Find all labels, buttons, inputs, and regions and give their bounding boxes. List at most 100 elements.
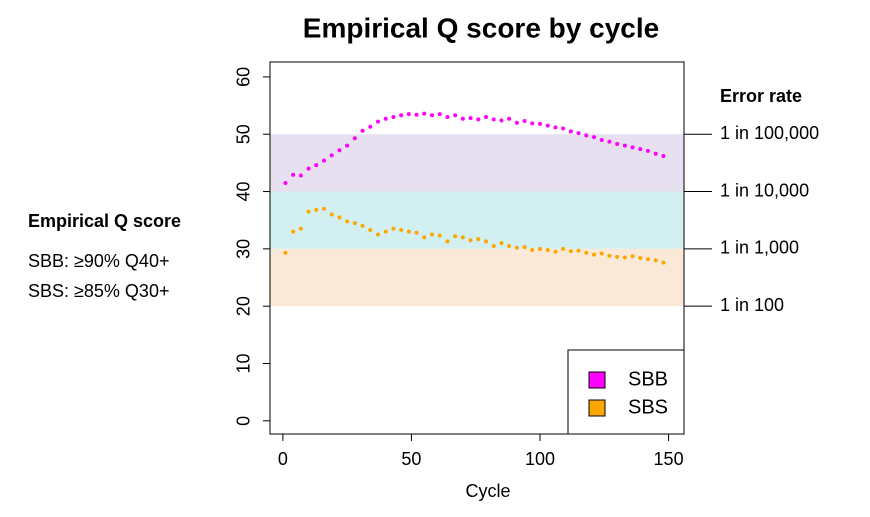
point xyxy=(406,229,411,234)
point xyxy=(545,248,550,253)
point xyxy=(437,112,442,117)
point xyxy=(283,250,288,255)
point xyxy=(437,233,442,238)
x-tick-label: 150 xyxy=(654,449,684,469)
point xyxy=(499,241,504,246)
point xyxy=(337,148,342,153)
point xyxy=(399,227,404,232)
point xyxy=(445,239,450,244)
point xyxy=(422,111,427,116)
point xyxy=(476,117,481,122)
point xyxy=(576,131,581,136)
y-tick-label: 0 xyxy=(234,416,254,426)
point xyxy=(460,235,465,240)
y-tick-label: 30 xyxy=(234,239,254,259)
point xyxy=(460,116,465,121)
point xyxy=(661,260,666,265)
point xyxy=(545,123,550,128)
y-tick-label: 10 xyxy=(234,353,254,373)
point xyxy=(383,116,388,121)
point xyxy=(306,166,311,171)
y-tick-label: 20 xyxy=(234,296,254,316)
legend-swatch xyxy=(588,399,606,417)
point xyxy=(399,113,404,118)
point xyxy=(337,215,342,220)
point xyxy=(576,248,581,253)
point xyxy=(453,113,458,118)
point xyxy=(622,255,627,260)
legend-swatch xyxy=(588,371,606,389)
point xyxy=(322,206,326,211)
point xyxy=(345,219,350,224)
point xyxy=(383,229,388,234)
y2-tick-label: 1 in 100 xyxy=(720,295,784,315)
point xyxy=(414,112,419,117)
legend-box xyxy=(567,349,685,435)
point xyxy=(368,227,373,232)
point xyxy=(329,212,334,217)
annotation: SBS: ≥85% Q30+ xyxy=(28,281,169,301)
point xyxy=(484,115,488,120)
point xyxy=(406,112,411,117)
point xyxy=(306,209,311,214)
point xyxy=(568,129,573,134)
point xyxy=(291,172,296,177)
point xyxy=(514,120,519,125)
point xyxy=(314,207,319,212)
point xyxy=(538,246,542,251)
point xyxy=(314,163,319,168)
point xyxy=(553,125,558,130)
point xyxy=(507,116,512,121)
point xyxy=(391,115,396,120)
point xyxy=(484,239,488,244)
point xyxy=(491,243,496,248)
point xyxy=(615,141,620,146)
point xyxy=(329,153,334,158)
point xyxy=(568,249,573,254)
point xyxy=(376,232,380,237)
point xyxy=(599,137,604,142)
x-tick-label: 0 xyxy=(278,449,288,469)
point xyxy=(468,238,473,243)
chart-title: Empirical Q score by cycle xyxy=(303,12,659,43)
y2-axis-label: Error rate xyxy=(720,86,802,106)
point xyxy=(615,254,620,259)
point xyxy=(445,115,450,120)
point xyxy=(638,256,643,261)
point xyxy=(430,113,434,118)
point xyxy=(522,119,527,124)
point xyxy=(514,245,519,250)
point xyxy=(661,154,666,159)
point xyxy=(468,116,473,121)
point xyxy=(584,133,589,138)
point xyxy=(291,229,296,234)
point xyxy=(584,250,589,255)
point xyxy=(491,117,496,122)
point xyxy=(422,235,427,240)
point xyxy=(499,118,504,123)
point xyxy=(453,234,458,239)
point xyxy=(298,226,303,231)
point xyxy=(414,230,419,235)
x-axis-label: Cycle xyxy=(465,481,510,501)
point xyxy=(653,258,658,263)
band xyxy=(270,248,684,307)
point xyxy=(607,253,612,258)
point xyxy=(368,124,373,129)
point xyxy=(607,139,612,144)
y-tick-label: 40 xyxy=(234,182,254,202)
point xyxy=(638,147,643,152)
plot-frame xyxy=(269,61,685,435)
annotation: SBB: ≥90% Q40+ xyxy=(28,251,169,271)
point xyxy=(630,254,635,259)
point xyxy=(322,158,326,163)
legend-label: SBB xyxy=(628,368,668,390)
point xyxy=(561,246,566,251)
x-tick-label: 100 xyxy=(525,449,555,469)
point xyxy=(592,252,596,257)
band xyxy=(270,134,684,192)
point xyxy=(646,148,650,153)
point xyxy=(538,121,542,126)
point xyxy=(599,251,604,256)
